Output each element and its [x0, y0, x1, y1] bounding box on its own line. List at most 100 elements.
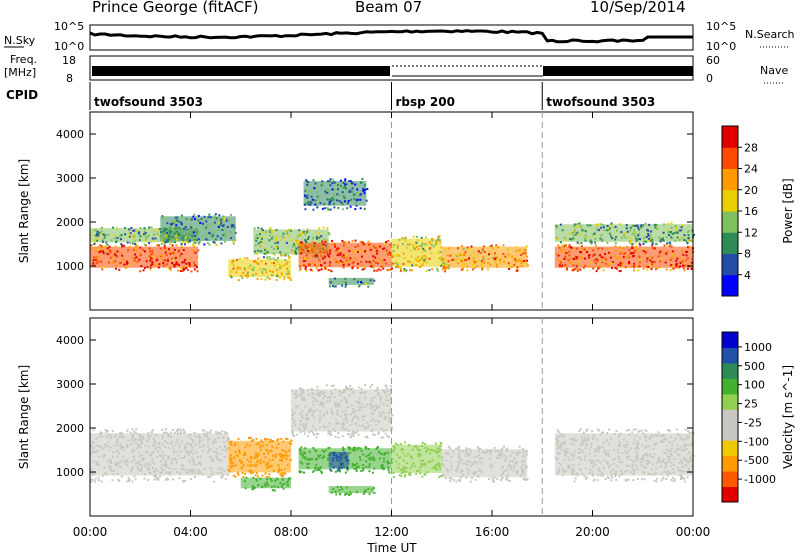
time-tick-3: 12:00: [374, 525, 409, 539]
power-colorbar-swatch-3: [722, 211, 738, 233]
velocity-colorbar-tick-1: 500: [744, 360, 765, 373]
velocity-colorbar-tick-2: 100: [744, 379, 765, 392]
freq-label: Freq.: [10, 53, 37, 66]
velocity-colorbar-swatch-4: [722, 424, 738, 441]
power-echo-region-9: [441, 244, 529, 273]
power-colorbar-tick-0: 4: [744, 269, 751, 282]
time-tick-2: 08:00: [274, 525, 309, 539]
cpid-segment-1: rbsp 200: [396, 95, 455, 109]
freq-tick-high: 18: [62, 54, 76, 67]
nsearch-tick-low: 10^0: [706, 40, 736, 53]
velocity-echo-region-8: [441, 445, 529, 483]
freq-panel: Freq. [MHz] 18 8 60 0 Nave: [4, 53, 788, 85]
power-colorbar-swatch-6: [722, 147, 738, 169]
date-label: 10/Sep/2014: [590, 0, 686, 16]
velocity-colorbar-swatch-6: [722, 393, 738, 410]
time-axis: 00:00 04:00 08:00 12:00 16:00 20:00 00:00: [73, 525, 711, 539]
power-colorbar-swatch-5: [722, 168, 738, 191]
nsky-panel: N.Sky 10^5 10^0 10^5 10^0 N.Search: [4, 20, 795, 53]
freq-tick-low: 8: [66, 72, 73, 85]
power-echo-region-10: [554, 244, 695, 273]
velocity-colorbar-swatch-10: [722, 332, 738, 348]
velocity-echo-region-6: [328, 485, 376, 496]
velocity-colorbar-tick-0: 1000: [744, 341, 772, 354]
velocity-ytick-2: 3000: [56, 378, 84, 391]
velocity-colorbar-tick-4: -25: [744, 416, 762, 429]
velocity-echo-region-9: [554, 428, 695, 483]
power-ytick-2: 3000: [56, 172, 84, 185]
velocity-colorbar-label: Velocity [m s^-1]: [781, 365, 795, 469]
power-colorbar-tick-2: 12: [744, 226, 758, 239]
velocity-panel: 1000 2000 3000 4000 Slant Range [km] 1000 500 1…: [17, 317, 795, 517]
beam-label: Beam 07: [355, 0, 423, 16]
power-ytick-1: 2000: [56, 216, 84, 229]
nave-tick-low: 0: [706, 72, 713, 85]
velocity-colorbar-swatch-9: [722, 347, 738, 364]
nsky-label: N.Sky: [4, 34, 36, 47]
time-axis-label: Time UT: [366, 541, 417, 554]
power-ylabel: Slant Range [km]: [17, 159, 31, 263]
velocity-ytick-1: 2000: [56, 422, 84, 435]
power-colorbar-tick-5: 24: [744, 163, 758, 176]
velocity-colorbar-swatch-1: [722, 471, 738, 488]
time-tick-5: 20:00: [575, 525, 610, 539]
velocity-colorbar-tick-3: 25: [744, 398, 758, 411]
power-colorbar-tick-6: 28: [744, 141, 758, 154]
nsky-series: [89, 29, 693, 44]
freq-band-1: [92, 66, 390, 76]
power-ytick-0: 1000: [56, 260, 84, 273]
time-tick-0: 00:00: [73, 525, 108, 539]
power-echo-region-2: [160, 213, 237, 246]
power-colorbar-swatch-0: [722, 274, 738, 297]
power-colorbar-tick-3: 16: [744, 205, 758, 218]
power-colorbar-swatch-1: [722, 253, 738, 276]
time-tick-4: 16:00: [475, 525, 510, 539]
power-echo-region-5: [303, 178, 369, 211]
power-colorbar-tick-4: 20: [744, 184, 758, 197]
power-echo-region-3: [228, 257, 292, 282]
velocity-echo-region-7: [391, 441, 444, 479]
velocity-echo-region-2: [240, 476, 292, 492]
cpid-label: CPID: [6, 88, 38, 102]
power-echo-region-7: [328, 277, 376, 288]
velocity-echo-region-0: [90, 428, 230, 483]
velocity-colorbar-swatch-2: [722, 455, 738, 472]
velocity-echo-region-5: [328, 451, 349, 472]
freq-unit: [MHz]: [4, 66, 36, 79]
velocity-ytick-0: 1000: [56, 466, 84, 479]
velocity-colorbar-swatch-8: [722, 362, 738, 379]
power-echo-region-0: [90, 244, 200, 273]
velocity-colorbar-swatch-0: [722, 486, 738, 503]
power-colorbar-tick-1: 8: [744, 248, 751, 261]
cpid-row: CPID twofsound 3503 rbsp 200 twofsound 350…: [6, 82, 655, 110]
cpid-segment-2: twofsound 3503: [546, 95, 655, 109]
velocity-colorbar-swatch-5: [722, 409, 738, 426]
power-ytick-3: 4000: [56, 128, 84, 141]
velocity-colorbar-swatch-3: [722, 440, 738, 457]
nsky-tick-high: 10^5: [54, 20, 84, 33]
nsearch-label: N.Search: [745, 28, 795, 41]
nave-tick-high: 60: [706, 54, 720, 67]
power-echo-region-11: [554, 222, 695, 246]
power-colorbar-swatch-7: [722, 126, 738, 148]
power-colorbar-swatch-4: [722, 189, 738, 212]
power-panel: 1000 2000 3000 4000 Slant Range [km] 4 8 12 16 20…: [17, 111, 795, 311]
time-tick-1: 04:00: [173, 525, 208, 539]
velocity-ylabel: Slant Range [km]: [17, 365, 31, 469]
time-tick-6: 00:00: [676, 525, 711, 539]
station-title: Prince George (fitACF): [92, 0, 259, 16]
power-echo-region-8: [391, 235, 444, 273]
power-echo-region-6: [298, 239, 394, 273]
nsky-tick-low: 10^0: [54, 40, 84, 53]
velocity-ytick-3: 4000: [56, 334, 84, 347]
power-colorbar-swatch-2: [722, 232, 738, 254]
velocity-colorbar-tick-5: -100: [744, 435, 769, 448]
velocity-colorbar-swatch-7: [722, 378, 738, 395]
freq-band-2: [543, 66, 693, 76]
velocity-colorbar-tick-6: -500: [744, 454, 769, 467]
velocity-colorbar-tick-7: -1000: [744, 473, 776, 486]
power-colorbar-label: Power [dB]: [781, 178, 795, 243]
nsearch-tick-high: 10^5: [706, 20, 736, 33]
velocity-echo-region-3: [291, 384, 394, 439]
